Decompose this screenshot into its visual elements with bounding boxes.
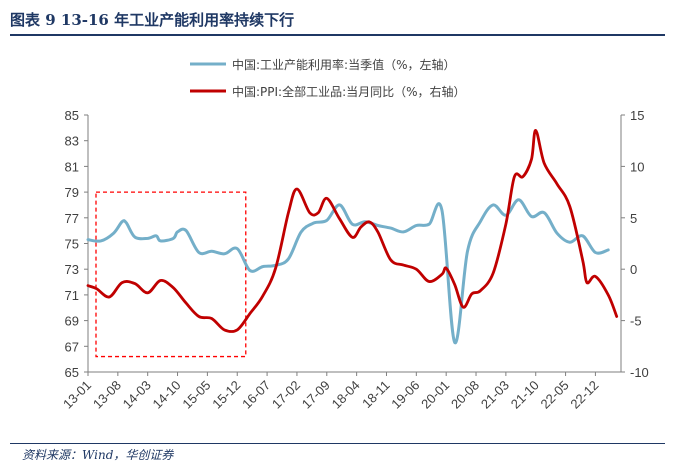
x-tick-label: 15-05 <box>179 378 213 412</box>
x-tick-label: 17-09 <box>299 378 333 412</box>
x-tick-label: 17-02 <box>269 378 303 412</box>
left-tick-label: 67 <box>65 339 79 354</box>
x-tick-label: 20-01 <box>418 378 452 412</box>
left-tick-label: 81 <box>65 159 79 174</box>
left-tick-label: 77 <box>65 211 79 226</box>
x-tick-label: 18-11 <box>359 378 392 411</box>
left-tick-label: 83 <box>65 134 79 149</box>
x-tick-label: 18-04 <box>329 378 363 412</box>
left-tick-label: 65 <box>65 365 79 380</box>
x-tick-label: 16-07 <box>239 378 273 412</box>
left-tick-label: 69 <box>65 314 79 329</box>
series-lines <box>86 128 619 344</box>
x-axis-ticks: 13-0113-0814-0314-1015-0515-1216-0717-02… <box>60 371 621 412</box>
legend: 中国:工业产能利用率:当季值（%，左轴） 中国:PPI:全部工业品:当月同比（%，… <box>190 57 466 99</box>
capacity-utilization-line <box>86 198 610 344</box>
figure-title: 图表 9 13-16 年工业产能利用率持续下行 <box>10 11 295 29</box>
left-tick-label: 85 <box>65 108 79 123</box>
right-tick-label: 5 <box>630 211 637 226</box>
right-tick-label: -5 <box>630 314 642 329</box>
x-tick-label: 21-10 <box>508 378 542 412</box>
left-axis-ticks: 65 67 69 71 73 75 77 79 81 83 85 <box>65 108 89 380</box>
x-tick-label: 21-03 <box>478 378 512 412</box>
legend-label: 中国:PPI:全部工业品:当月同比（%，右轴） <box>232 84 466 99</box>
legend-label: 中国:工业产能利用率:当季值（%，左轴） <box>232 57 456 72</box>
annotation-box <box>95 191 247 358</box>
footer-divider <box>10 443 665 444</box>
right-tick-label: 10 <box>630 159 644 174</box>
ppi-yoy-line <box>86 128 619 333</box>
x-tick-label: 22-12 <box>567 378 601 412</box>
left-tick-label: 75 <box>65 237 79 252</box>
x-tick-label: 13-08 <box>90 378 124 412</box>
x-tick-label: 14-03 <box>120 378 154 412</box>
left-tick-label: 79 <box>65 185 79 200</box>
dashed-highlight-box <box>95 191 247 358</box>
right-tick-label: -10 <box>630 365 649 380</box>
right-tick-label: 15 <box>630 108 644 123</box>
right-tick-label: 0 <box>630 262 637 277</box>
x-tick-label: 15-12 <box>209 378 243 412</box>
left-tick-label: 71 <box>65 288 79 303</box>
right-axis-ticks: -10 -5 0 5 10 15 <box>620 108 649 380</box>
left-tick-label: 73 <box>65 262 79 277</box>
source-note: 资料来源：Wind，华创证券 <box>22 448 174 462</box>
x-tick-label: 19-06 <box>388 378 422 412</box>
x-tick-label: 13-01 <box>60 378 94 412</box>
x-tick-label: 20-08 <box>448 378 482 412</box>
title-bar: 图表 9 13-16 年工业产能利用率持续下行 <box>10 6 665 36</box>
x-tick-label: 14-10 <box>150 378 184 412</box>
x-tick-label: 22-05 <box>538 378 572 412</box>
